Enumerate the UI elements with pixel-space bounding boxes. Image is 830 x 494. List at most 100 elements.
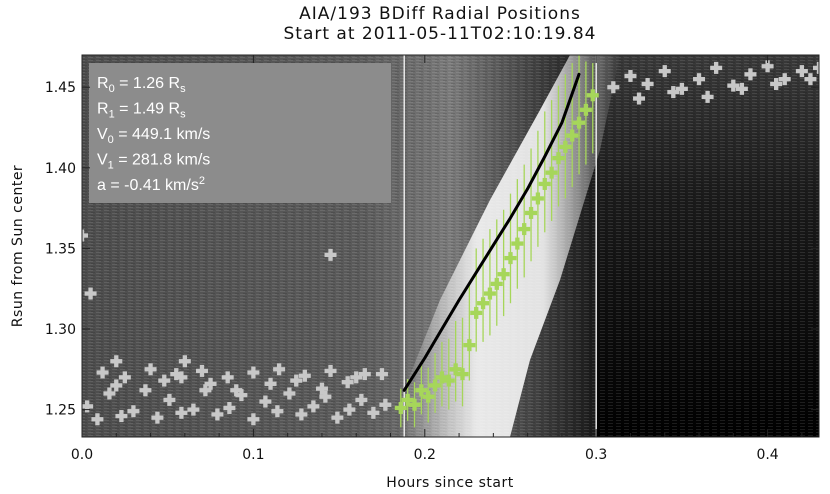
title-line-2: Start at 2011-05-11T02:10:19.84 xyxy=(284,24,597,44)
gray-point xyxy=(813,61,819,74)
gray-points xyxy=(82,60,819,426)
gray-point xyxy=(115,410,128,423)
gray-point xyxy=(139,384,152,397)
gray-point xyxy=(710,61,723,74)
fit-curve xyxy=(402,72,581,392)
green-point xyxy=(504,252,517,265)
green-point xyxy=(422,390,435,403)
green-points xyxy=(394,89,599,414)
gray-point xyxy=(82,400,94,413)
fit-parameter-2: V0 = 449.1 km/s xyxy=(97,126,210,146)
x-axis: 0.0 0.1 0.2 0.3 0.4 xyxy=(71,55,803,463)
green-point xyxy=(415,384,428,397)
gray-point xyxy=(204,377,217,390)
green-point xyxy=(408,398,421,411)
gray-point xyxy=(283,387,296,400)
gray-point xyxy=(127,405,140,418)
fit-parameter-0: R0 = 1.26 Rs xyxy=(97,75,186,95)
green-point xyxy=(531,192,544,205)
gray-point xyxy=(273,363,286,376)
y-axis: 1.25 1.30 1.35 1.40 1.45 xyxy=(45,80,819,419)
y-tick-label-1: 1.30 xyxy=(45,322,76,338)
gray-point xyxy=(319,390,332,403)
gray-point xyxy=(367,406,380,419)
fit-parameters-box: R0 = 1.26 Rs R1 = 1.49 Rs V0 = 449.1 km/s V… xyxy=(89,63,391,203)
fit-parameter-4: a = -0.41 km/s2 xyxy=(97,175,205,194)
gray-point xyxy=(804,73,817,86)
y-tick-label-2: 1.35 xyxy=(45,241,76,257)
green-point xyxy=(566,129,579,142)
gray-point xyxy=(110,355,123,368)
gray-point xyxy=(271,405,284,418)
gray-point xyxy=(298,369,311,382)
y-tick-label-0: 1.25 xyxy=(45,403,76,419)
green-point xyxy=(435,371,448,384)
green-point xyxy=(463,339,476,352)
fit-parameter-3: V1 = 281.8 km/s xyxy=(97,152,210,172)
green-point xyxy=(470,306,483,319)
green-point xyxy=(429,379,442,392)
gray-point xyxy=(324,364,337,377)
gray-point xyxy=(178,355,191,368)
title-line-1: AIA/193 BDiff Radial Positions xyxy=(299,4,581,24)
green-point xyxy=(559,140,572,153)
gray-point xyxy=(175,406,188,419)
green-point xyxy=(511,237,524,250)
gray-point xyxy=(144,363,157,376)
plot-frame xyxy=(81,54,820,438)
gray-point xyxy=(223,401,236,414)
x-axis-label: Hours since start xyxy=(386,475,513,491)
gray-point xyxy=(211,408,224,421)
gray-point xyxy=(235,389,248,402)
gray-point xyxy=(693,73,706,86)
gray-point xyxy=(170,368,183,381)
gray-point xyxy=(355,393,368,406)
fit-curve-group xyxy=(402,72,581,392)
gray-point xyxy=(315,382,328,395)
gray-point xyxy=(199,384,212,397)
gray-point xyxy=(343,403,356,416)
gray-point xyxy=(264,377,277,390)
x-tick-label-2: 0.2 xyxy=(414,447,436,463)
gray-point xyxy=(247,366,260,379)
green-point xyxy=(573,116,586,129)
gray-point xyxy=(195,364,208,377)
gray-point xyxy=(727,79,740,92)
green-point xyxy=(552,152,565,165)
green-point xyxy=(586,89,599,102)
gray-point xyxy=(187,403,200,416)
green-point xyxy=(456,368,469,381)
gray-point xyxy=(358,368,371,381)
gray-point xyxy=(295,408,308,421)
gray-point xyxy=(110,379,123,392)
green-point xyxy=(545,166,558,179)
x-tick-label-4: 0.4 xyxy=(756,447,778,463)
y-axis-label: Rsun from Sun center xyxy=(10,165,26,327)
gray-point xyxy=(151,411,164,424)
gray-point xyxy=(675,82,688,95)
gray-point xyxy=(103,387,116,400)
gray-point xyxy=(259,395,272,408)
gray-point xyxy=(658,65,671,78)
x-tick-label-1: 0.1 xyxy=(242,447,264,463)
gray-point xyxy=(770,78,783,91)
fit-parameter-1: R1 = 1.49 Rs xyxy=(97,101,186,121)
chart-title: AIA/193 BDiff Radial Positions Start at … xyxy=(284,4,597,44)
green-point xyxy=(442,374,455,387)
gray-point xyxy=(96,366,109,379)
gray-point xyxy=(761,60,774,73)
gray-point xyxy=(607,81,620,94)
gray-point xyxy=(118,371,131,384)
gray-point xyxy=(778,73,791,86)
y-tick-label-4: 1.45 xyxy=(45,80,76,96)
gray-point xyxy=(735,82,748,95)
y-tick-label-3: 1.40 xyxy=(45,161,76,177)
gray-point xyxy=(91,413,104,426)
x-tick-label-0: 0.0 xyxy=(71,447,93,463)
fit-parameters-background xyxy=(89,63,391,203)
gray-point xyxy=(667,86,680,99)
gray-point xyxy=(375,368,388,381)
gray-point xyxy=(350,371,363,384)
green-point xyxy=(449,363,462,376)
